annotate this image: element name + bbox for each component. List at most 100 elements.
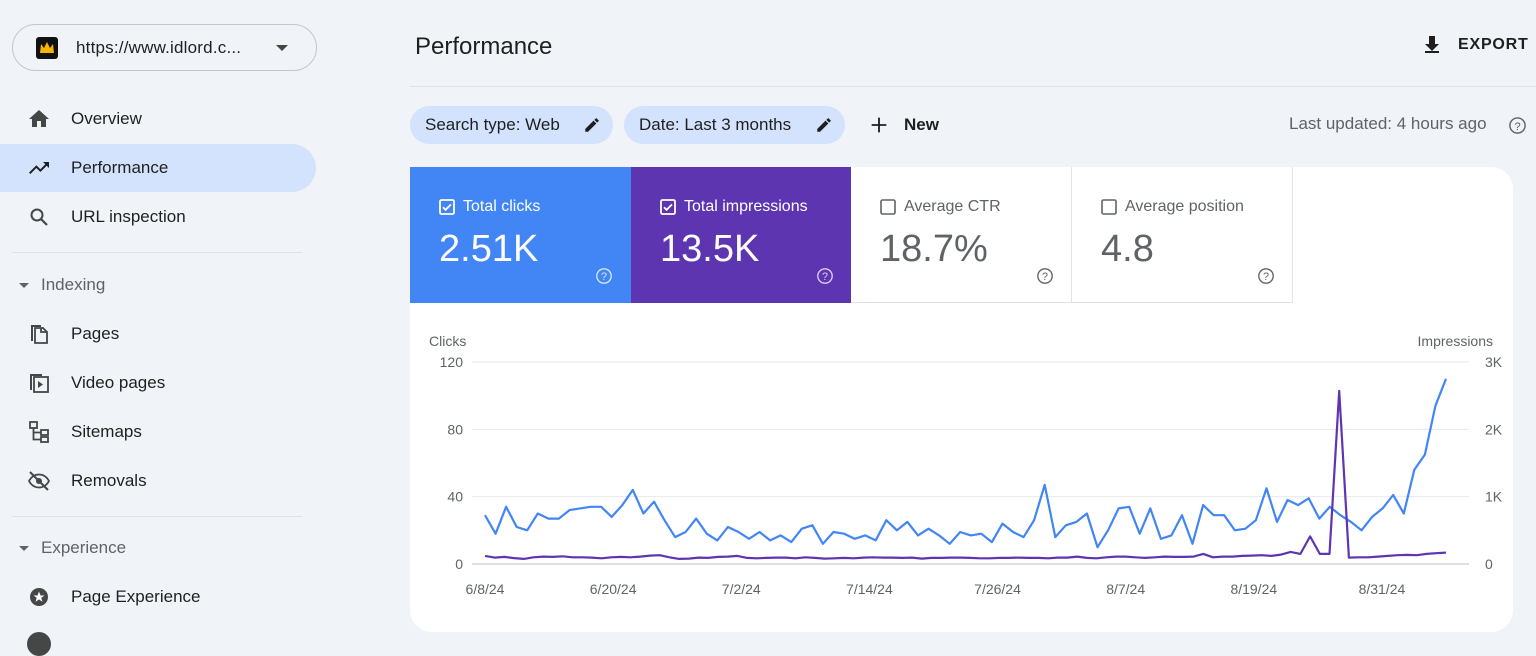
clicks-series-line — [484, 378, 1448, 549]
video-pages-icon — [30, 374, 49, 393]
svg-text:?: ? — [1042, 271, 1048, 283]
page-title: Performance — [415, 33, 553, 60]
plus-icon — [871, 117, 887, 133]
page-experience-icon — [30, 588, 48, 606]
sidebar-item-overview[interactable]: Overview — [0, 95, 316, 143]
chevron-down-icon — [19, 282, 29, 288]
sidebar-item-label: Sitemaps — [71, 422, 142, 441]
trending-up-icon — [29, 162, 49, 174]
sidebar-item-label: Page Experience — [71, 587, 201, 606]
new-filter-label: New — [904, 115, 939, 134]
metric-tile-total-clicks[interactable]: Total clicks 2.51K ? — [410, 167, 631, 303]
sitemap-icon — [29, 421, 49, 443]
impressions-series-line — [484, 389, 1447, 560]
x-axis-tick-label: 8/19/24 — [1230, 581, 1277, 597]
right-axis-tick-label: 2K — [1485, 421, 1503, 437]
search-icon — [30, 208, 48, 226]
checkbox-unchecked-icon — [880, 199, 896, 215]
metric-tile-average-ctr[interactable]: Average CTR 18.7% ? — [851, 167, 1072, 303]
property-selector[interactable]: https://www.idlord.c... — [12, 24, 317, 71]
chevron-down-icon — [276, 45, 288, 51]
sidebar-divider — [12, 252, 302, 253]
help-icon[interactable]: ? — [595, 267, 613, 285]
edit-icon — [585, 118, 599, 132]
right-axis-tick-label: 3K — [1485, 354, 1503, 370]
help-icon[interactable]: ? — [1257, 267, 1275, 285]
x-axis-tick-label: 6/20/24 — [590, 581, 637, 597]
metric-label: Total impressions — [684, 198, 808, 215]
svg-text:?: ? — [601, 271, 607, 283]
home-icon — [29, 110, 49, 127]
help-icon[interactable]: ? — [1508, 116, 1527, 135]
last-updated-text: Last updated: 4 hours ago — [1289, 114, 1487, 133]
search-type-filter-label: Search type: Web — [425, 115, 560, 134]
checkbox-unchecked-icon — [1101, 199, 1117, 215]
sidebar-item-url-inspection[interactable]: URL inspection — [0, 193, 316, 241]
metric-value: 4.8 — [1101, 228, 1154, 270]
partial-nav-icon — [27, 632, 51, 656]
sidebar-item-label: URL inspection — [71, 207, 186, 226]
left-axis-tick-label: 0 — [455, 556, 463, 572]
section-experience[interactable]: Experience — [0, 528, 316, 568]
sidebar-item-label: Performance — [71, 158, 169, 177]
metric-value: 13.5K — [660, 228, 760, 270]
left-axis-tick-label: 40 — [447, 489, 463, 505]
date-filter-chip[interactable]: Date: Last 3 months — [624, 106, 845, 144]
metric-label: Total clicks — [463, 198, 541, 215]
export-label: EXPORT — [1458, 36, 1529, 53]
site-favicon-icon — [36, 36, 58, 59]
x-axis-tick-label: 7/2/24 — [722, 581, 761, 597]
x-axis-tick-label: 7/14/24 — [846, 581, 893, 597]
performance-chart: 120 3K 80 2K 40 1K 0 0 Clicks Impressions 6/8/24 6/… — [429, 333, 1503, 597]
right-axis-tick-label: 0 — [1485, 556, 1493, 572]
section-indexing[interactable]: Indexing — [0, 265, 316, 305]
metric-tile-average-position[interactable]: Average position 4.8 ? — [1072, 167, 1293, 303]
chevron-down-icon — [19, 545, 29, 551]
sidebar-item-removals[interactable]: Removals — [0, 457, 316, 505]
date-filter-label: Date: Last 3 months — [639, 115, 792, 134]
left-axis-tick-label: 80 — [447, 421, 463, 437]
sidebar-item-video-pages[interactable]: Video pages — [0, 359, 316, 407]
help-icon[interactable]: ? — [816, 267, 834, 285]
sidebar-item-label: Video pages — [71, 373, 166, 392]
property-url: https://www.idlord.c... — [76, 37, 242, 57]
search-type-filter-chip[interactable]: Search type: Web — [410, 106, 613, 144]
right-axis-tick-label: 1K — [1485, 489, 1503, 505]
sidebar-divider — [12, 516, 302, 517]
x-axis-tick-label: 6/8/24 — [466, 581, 505, 597]
metric-value: 18.7% — [880, 228, 988, 270]
sidebar-item-label: Removals — [71, 471, 147, 490]
svg-text:?: ? — [822, 271, 828, 283]
x-axis-tick-label: 8/31/24 — [1359, 581, 1406, 597]
x-axis-tick-label: 7/26/24 — [974, 581, 1021, 597]
sidebar-item-performance[interactable]: Performance — [0, 144, 316, 192]
sidebar-item-pages[interactable]: Pages — [0, 310, 316, 358]
new-filter-button[interactable]: New — [868, 110, 939, 140]
metric-tile-total-impressions[interactable]: Total impressions 13.5K ? — [631, 167, 851, 303]
sidebar-item-label: Pages — [71, 324, 120, 343]
performance-card: Total clicks 2.51K ? Total impressions 1… — [410, 167, 1513, 632]
sidebar-item-sitemaps[interactable]: Sitemaps — [0, 408, 316, 456]
left-axis-tick-label: 120 — [440, 354, 464, 370]
visibility-off-icon — [27, 471, 51, 491]
checkbox-checked-icon — [660, 199, 676, 215]
section-label: Indexing — [41, 275, 106, 294]
svg-text:?: ? — [1263, 271, 1269, 283]
help-icon[interactable]: ? — [1036, 267, 1054, 285]
sidebar-item-label: Overview — [71, 109, 142, 128]
metric-label: Average CTR — [904, 198, 1001, 215]
pages-icon — [31, 325, 48, 344]
right-axis-title: Impressions — [1418, 333, 1493, 349]
header-divider — [410, 86, 1536, 87]
metric-label: Average position — [1125, 198, 1244, 215]
section-label: Experience — [41, 538, 127, 557]
metric-value: 2.51K — [439, 228, 539, 270]
edit-icon — [817, 118, 831, 132]
x-axis-tick-label: 8/7/24 — [1106, 581, 1145, 597]
export-button[interactable]: EXPORT — [1420, 33, 1529, 57]
sidebar-item-page-experience[interactable]: Page Experience — [0, 573, 316, 621]
download-icon — [1425, 36, 1439, 53]
svg-text:?: ? — [1514, 121, 1520, 133]
sidebar: https://www.idlord.c... Overview Perform… — [0, 0, 330, 656]
checkbox-checked-icon — [439, 199, 455, 215]
